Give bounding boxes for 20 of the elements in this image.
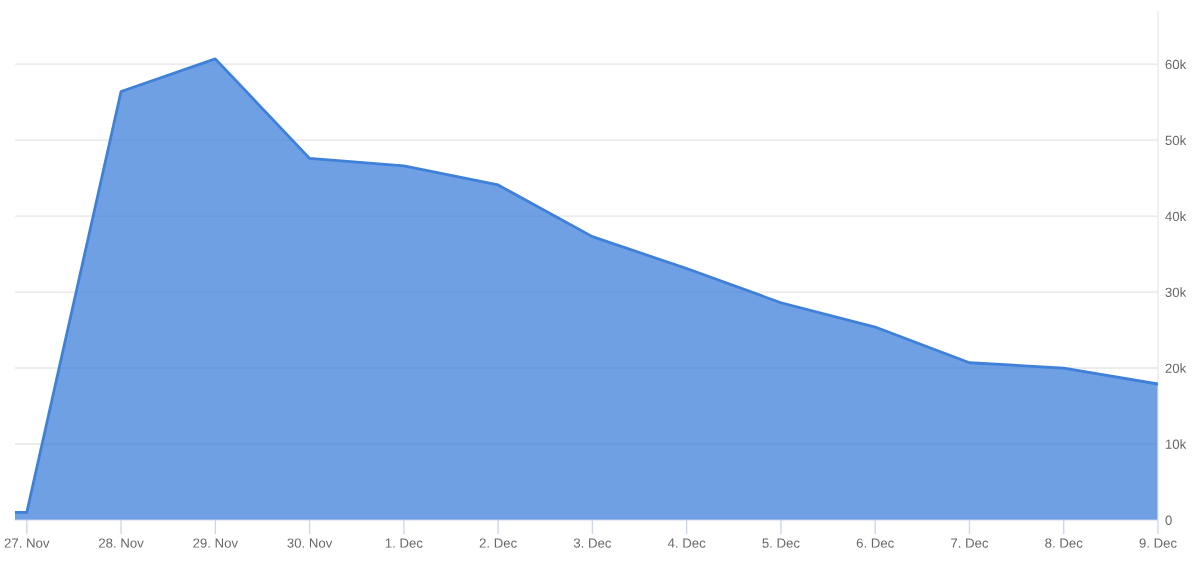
x-tick-label: 3. Dec [573, 538, 612, 548]
y-tick-label: 50k [1165, 135, 1187, 146]
x-tick-label: 5. Dec [762, 538, 800, 548]
x-tick-label: 8. Dec [1045, 538, 1083, 548]
x-tick-label: 9. Dec [1139, 538, 1177, 548]
x-tick-label: 29. Nov [193, 538, 239, 548]
y-tick-label: 30k [1165, 287, 1187, 297]
y-tick-label: 20k [1165, 363, 1187, 373]
y-tick-label: 10k [1165, 439, 1187, 449]
x-tick-label: 28. Nov [98, 538, 144, 548]
y-tick-label: 40k [1165, 211, 1187, 222]
x-tick-label: 2. Dec [479, 538, 517, 548]
y-tick-label: 0 [1165, 515, 1172, 525]
x-tick-label: 1. Dec [385, 538, 423, 548]
x-tick-label: 6. Dec [856, 538, 894, 548]
x-tick-label: 27. Nov [4, 538, 50, 548]
x-tick-label: 30. Nov [287, 538, 333, 548]
y-tick-label: 60k [1165, 59, 1187, 70]
x-tick-label: 7. Dec [951, 538, 989, 548]
x-tick-label: 4. Dec [667, 538, 706, 548]
